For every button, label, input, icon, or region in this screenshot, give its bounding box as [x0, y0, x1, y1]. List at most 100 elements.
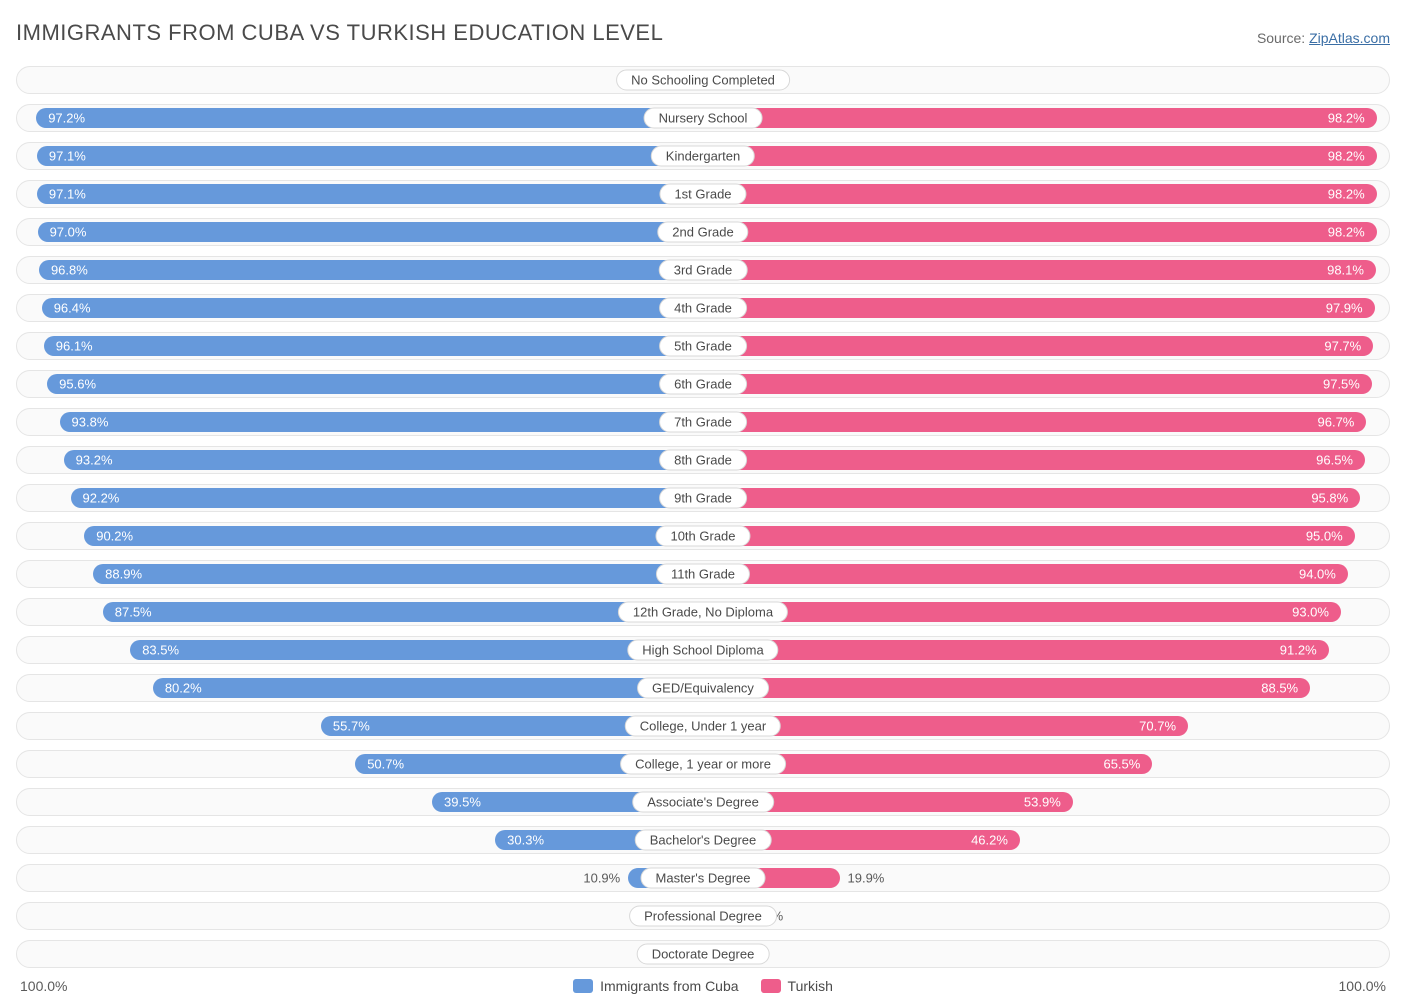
chart-row: 55.7%70.7%College, Under 1 year	[16, 712, 1390, 740]
bar-value-right: 88.5%	[1261, 681, 1298, 696]
chart-row: 1.2%2.7%Doctorate Degree	[16, 940, 1390, 968]
bar-value-right: 95.8%	[1311, 491, 1348, 506]
category-label: College, Under 1 year	[625, 716, 781, 737]
bar-value-left: 50.7%	[367, 757, 404, 772]
bar-value-left: 92.2%	[83, 491, 120, 506]
category-label: 4th Grade	[659, 298, 747, 319]
bar-right	[703, 564, 1348, 584]
chart-row: 96.4% 97.9% 4th Grade	[16, 294, 1390, 322]
bar-value-left: 97.1%	[49, 187, 86, 202]
bar-right	[703, 526, 1355, 546]
bar-left	[42, 298, 703, 318]
bar-left	[130, 640, 703, 660]
bar-value-right: 94.0%	[1299, 567, 1336, 582]
category-label: 3rd Grade	[659, 260, 748, 281]
bar-value-left: 90.2%	[96, 529, 133, 544]
bar-left	[37, 146, 703, 166]
legend-swatch-right	[761, 979, 781, 993]
bar-value-left: 95.6%	[59, 377, 96, 392]
bar-right	[703, 108, 1377, 128]
category-label: 7th Grade	[659, 412, 747, 433]
bar-right	[703, 184, 1377, 204]
category-label: No Schooling Completed	[616, 70, 790, 91]
legend-item-left: Immigrants from Cuba	[573, 978, 738, 994]
bar-value-right: 53.9%	[1024, 795, 1061, 810]
bar-value-right: 97.5%	[1323, 377, 1360, 392]
chart-row: 2.8%1.8%No Schooling Completed	[16, 66, 1390, 94]
bar-value-left: 97.2%	[48, 111, 85, 126]
bar-right	[703, 336, 1373, 356]
bar-right	[703, 488, 1360, 508]
bar-value-right: 97.7%	[1324, 339, 1361, 354]
bar-value-left: 93.8%	[72, 415, 109, 430]
category-label: 5th Grade	[659, 336, 747, 357]
bar-left	[38, 222, 703, 242]
bar-value-right: 65.5%	[1103, 757, 1140, 772]
source-attribution: Source: ZipAtlas.com	[1257, 30, 1390, 46]
source-link[interactable]: ZipAtlas.com	[1309, 30, 1390, 46]
category-label: Doctorate Degree	[637, 944, 770, 965]
category-label: 8th Grade	[659, 450, 747, 471]
bar-left	[71, 488, 703, 508]
chart-row: 50.7% 65.5% College, 1 year or more	[16, 750, 1390, 778]
bar-value-right: 93.0%	[1292, 605, 1329, 620]
bar-value-left: 87.5%	[115, 605, 152, 620]
category-label: Associate's Degree	[632, 792, 774, 813]
chart-title: IMMIGRANTS FROM CUBA VS TURKISH EDUCATIO…	[16, 20, 663, 46]
category-label: 1st Grade	[659, 184, 746, 205]
bar-left	[93, 564, 703, 584]
chart-row: 83.5%91.2%High School Diploma	[16, 636, 1390, 664]
legend-label-right: Turkish	[788, 978, 833, 994]
bar-right	[703, 412, 1366, 432]
category-label: 2nd Grade	[657, 222, 748, 243]
bar-right	[703, 260, 1376, 280]
chart-row: 3.6%6.2%Professional Degree	[16, 902, 1390, 930]
bar-left	[103, 602, 703, 622]
category-label: Bachelor's Degree	[635, 830, 772, 851]
bar-value-left: 96.4%	[54, 301, 91, 316]
chart-row: 92.2%95.8%9th Grade	[16, 484, 1390, 512]
bar-left	[84, 526, 703, 546]
bar-value-left: 93.2%	[76, 453, 113, 468]
chart-row: 97.0%98.2%2nd Grade	[16, 218, 1390, 246]
bar-right	[703, 450, 1365, 470]
bar-value-left: 88.9%	[105, 567, 142, 582]
category-label: Master's Degree	[641, 868, 766, 889]
bar-value-left: 83.5%	[142, 643, 179, 658]
chart-row: 97.1%98.2%1st Grade	[16, 180, 1390, 208]
bar-value-right: 98.2%	[1328, 225, 1365, 240]
bar-left	[37, 184, 703, 204]
chart-row: 97.1% 98.2% Kindergarten	[16, 142, 1390, 170]
bar-value-left: 96.1%	[56, 339, 93, 354]
chart-row: 90.2% 95.0% 10th Grade	[16, 522, 1390, 550]
category-label: College, 1 year or more	[620, 754, 786, 775]
bar-left	[44, 336, 703, 356]
bar-left	[36, 108, 703, 128]
chart-row: 93.2%96.5%8th Grade	[16, 446, 1390, 474]
chart-row: 80.2%88.5%GED/Equivalency	[16, 674, 1390, 702]
bar-left	[64, 450, 703, 470]
chart-row: 93.8%96.7%7th Grade	[16, 408, 1390, 436]
category-label: Kindergarten	[651, 146, 755, 167]
chart-row: 87.5%93.0%12th Grade, No Diploma	[16, 598, 1390, 626]
bar-value-right: 95.0%	[1306, 529, 1343, 544]
bar-value-right: 97.9%	[1326, 301, 1363, 316]
category-label: Professional Degree	[629, 906, 777, 927]
bar-right	[703, 678, 1310, 698]
chart-row: 96.8%98.1%3rd Grade	[16, 256, 1390, 284]
source-prefix: Source:	[1257, 30, 1309, 46]
bar-value-left: 39.5%	[444, 795, 481, 810]
chart-row: 96.1% 97.7% 5th Grade	[16, 332, 1390, 360]
axis-max-right: 100.0%	[1339, 978, 1386, 994]
bar-value-right: 98.2%	[1328, 149, 1365, 164]
bar-value-right: 98.1%	[1327, 263, 1364, 278]
category-label: 6th Grade	[659, 374, 747, 395]
chart-row: 95.6% 97.5% 6th Grade	[16, 370, 1390, 398]
legend-swatch-left	[573, 979, 593, 993]
bar-value-left: 97.1%	[49, 149, 86, 164]
legend: Immigrants from Cuba Turkish	[573, 978, 833, 994]
header: IMMIGRANTS FROM CUBA VS TURKISH EDUCATIO…	[16, 20, 1390, 46]
category-label: 10th Grade	[655, 526, 750, 547]
chart-row: 39.5% 53.9% Associate's Degree	[16, 788, 1390, 816]
bar-right	[703, 374, 1372, 394]
